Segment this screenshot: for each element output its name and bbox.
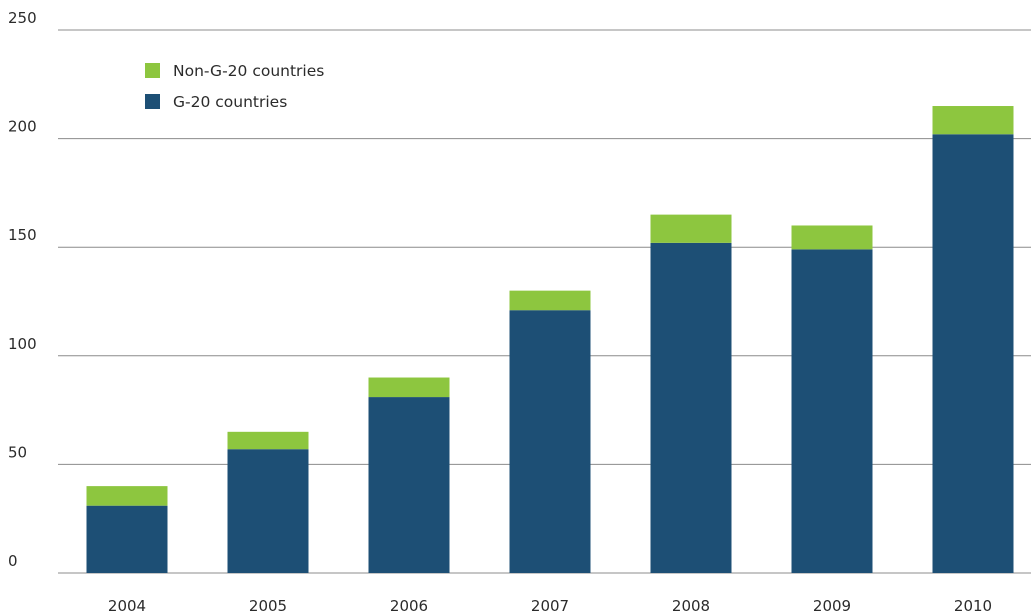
y-tick-label: 0 [8,552,18,570]
bar-non-g20-2007 [509,290,591,311]
bar-non-g20-2009 [791,225,873,250]
y-tick-label: 150 [8,226,37,244]
bar-g20-2010 [932,134,1014,574]
bar-g20-2007 [509,310,591,573]
bar-non-g20-2006 [368,377,450,398]
x-tick-label: 2010 [954,597,992,615]
bar-g20-2009 [791,249,873,573]
bar-non-g20-2005 [227,431,309,450]
bar-non-g20-2004 [86,486,168,506]
bars [86,106,1014,574]
bar-g20-2005 [227,449,309,573]
x-tick-label: 2006 [390,597,428,615]
x-tick-label: 2007 [531,597,569,615]
x-tick-label: 2005 [249,597,287,615]
y-axis-tick-labels: 0 50 100 150 200 250 [8,9,37,570]
bar-g20-2004 [86,505,168,573]
x-tick-label: 2004 [108,597,146,615]
x-tick-label: 2009 [813,597,851,615]
y-tick-label: 50 [8,443,27,461]
x-tick-label: 2008 [672,597,710,615]
legend-swatch-g20 [145,94,160,109]
legend-label-non-g20: Non-G-20 countries [173,62,324,80]
y-tick-label: 100 [8,335,37,353]
bar-g20-2008 [650,242,732,573]
bar-non-g20-2010 [932,106,1014,135]
legend-label-g20: G-20 countries [173,93,287,111]
y-tick-label: 250 [8,9,37,27]
bar-non-g20-2008 [650,214,732,243]
bar-g20-2006 [368,397,450,573]
y-tick-label: 200 [8,118,37,136]
legend: Non-G-20 countries G-20 countries [145,62,324,111]
legend-swatch-non-g20 [145,63,160,78]
x-axis-tick-labels: 2004 2005 2006 2007 2008 2009 2010 [108,597,992,615]
